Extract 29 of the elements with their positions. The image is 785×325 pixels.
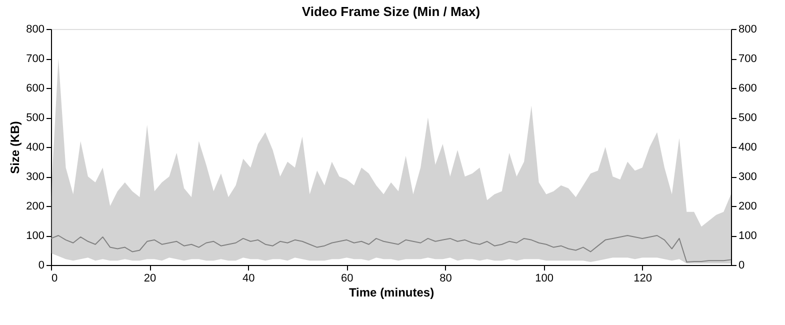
y-tick-label: 800 — [26, 24, 44, 36]
y-tick-label: 600 — [26, 82, 44, 94]
y2-tick-label: 200 — [738, 200, 757, 212]
y2-tick-label: 0 — [738, 260, 745, 272]
y-tick-label: 700 — [26, 53, 44, 65]
y2-tick-label: 400 — [738, 142, 757, 154]
x-tick-label: 80 — [440, 272, 452, 284]
y2-tick-label: 100 — [738, 230, 757, 242]
line-series — [50, 235, 732, 263]
y-tick-label: 0 — [38, 260, 44, 272]
x-tick-label: 0 — [52, 272, 58, 284]
y2-tick-label: 700 — [738, 53, 757, 65]
y2-tick-label: 600 — [738, 82, 757, 94]
y2-tick-label: 500 — [738, 112, 757, 124]
x-tick-label: 120 — [634, 272, 652, 284]
y-tick-label: 300 — [26, 171, 44, 183]
y-tick-label: 200 — [26, 200, 44, 212]
y-tick-label: 100 — [26, 230, 44, 242]
chart-title: Video Frame Size (Min / Max) — [302, 4, 480, 19]
x-tick-label: 100 — [535, 272, 554, 284]
y2-tick-label: 800 — [738, 24, 757, 36]
x-tick-label: 60 — [341, 272, 354, 284]
y-tick-label: 400 — [26, 142, 44, 154]
x-tick-label: 20 — [144, 272, 156, 284]
y2-tick-label: 300 — [738, 171, 757, 183]
x-axis-title: Time (minutes) — [348, 286, 434, 300]
y-tick-label: 500 — [26, 112, 44, 124]
x-tick-label: 40 — [242, 272, 255, 284]
y-axis-title: Size (KB) — [8, 121, 22, 174]
